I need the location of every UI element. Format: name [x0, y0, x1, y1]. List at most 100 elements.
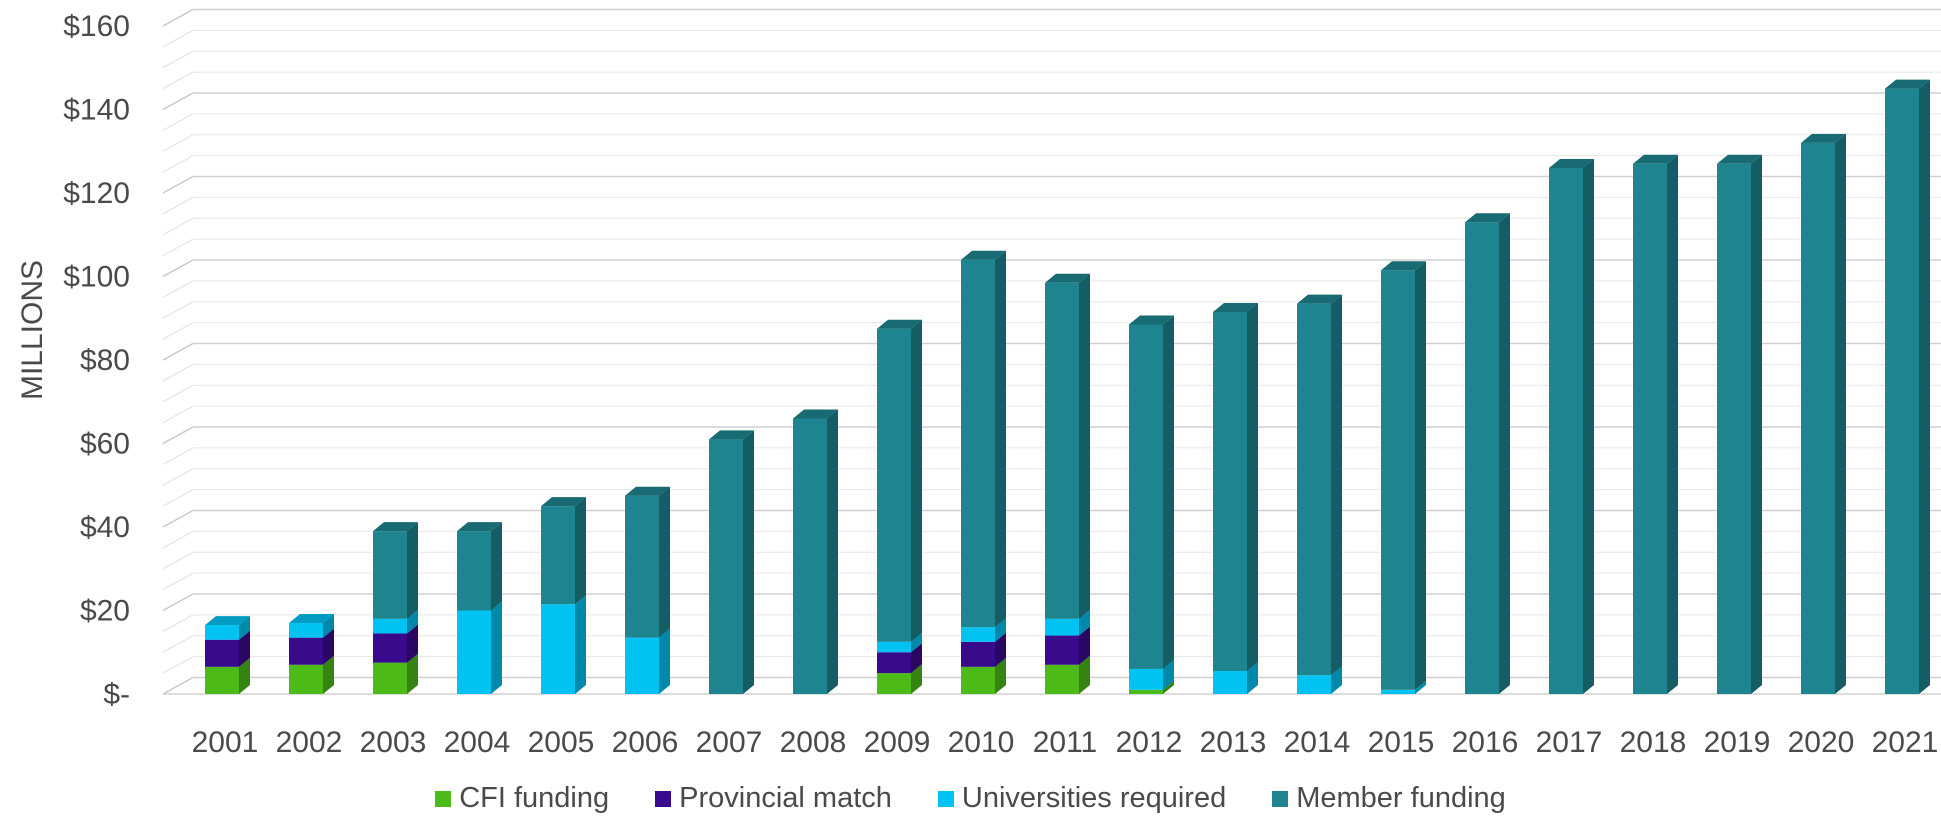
bar-segment-side	[995, 618, 1006, 642]
legend-item-provincial: Provincial match	[655, 782, 892, 815]
y-tick-label: $20	[80, 595, 130, 628]
grid-line-minor-diagonal	[162, 196, 194, 215]
bar-top-face	[1549, 158, 1594, 168]
legend-swatch-provincial	[655, 790, 672, 807]
bar-top-face	[1381, 261, 1426, 271]
bar-segment-side	[407, 609, 418, 634]
x-tick-label: 2017	[1536, 726, 1603, 759]
x-tick-label: 2014	[1284, 726, 1351, 759]
bar-top-face	[877, 319, 922, 329]
bar-segment	[289, 664, 323, 694]
x-tick-label: 2009	[864, 726, 931, 759]
bar-segment	[373, 662, 407, 694]
x-tick-label: 2011	[1033, 726, 1098, 759]
x-tick-label: 2013	[1200, 726, 1267, 759]
bar-segment	[625, 495, 659, 638]
legend-item-universities: Universities required	[937, 782, 1227, 815]
bar-segment	[1381, 689, 1415, 694]
grid-line-minor-diagonal	[162, 405, 194, 424]
bar-top-face	[1633, 154, 1678, 164]
grid-line-diagonal	[162, 509, 194, 528]
bar-top-face	[457, 522, 502, 532]
bar-segment-side	[1415, 680, 1426, 694]
grid-line-minor-diagonal	[162, 322, 194, 340]
bar-segment	[289, 623, 323, 638]
bar-segment	[1549, 167, 1583, 694]
y-tick-label: $40	[80, 511, 130, 544]
bar-segment-side	[995, 657, 1006, 694]
grid-line-diagonal	[162, 593, 194, 612]
bar-segment-side	[995, 632, 1006, 667]
bar-top-face	[373, 522, 418, 532]
x-tick-label: 2004	[444, 726, 511, 759]
bar-segment	[877, 641, 911, 653]
bar-segment	[877, 673, 911, 694]
bar-segment-side	[659, 486, 670, 638]
bar-segment-side	[1079, 655, 1090, 694]
bar-segment-side	[1163, 680, 1174, 694]
bar-segment-side	[491, 601, 502, 694]
bar-segment-side	[575, 497, 586, 605]
bar-segment-side	[1079, 609, 1090, 636]
grid-line-minor-diagonal	[162, 363, 194, 382]
grid-line-minor-diagonal	[162, 50, 194, 69]
grid-line-minor-diagonal	[162, 551, 194, 570]
legend-item-member: Member funding	[1272, 782, 1506, 815]
bar-segment-side	[1247, 302, 1258, 672]
bar-segment	[541, 604, 575, 694]
bar-segment-side	[491, 522, 502, 611]
grid-line-minor-diagonal	[162, 530, 194, 549]
bar-top-face	[1045, 273, 1090, 283]
grid-line-minor-diagonal	[162, 447, 194, 465]
bar-top-face	[289, 614, 334, 624]
bar-segment-side	[1583, 158, 1594, 694]
grid-line-diagonal	[162, 8, 194, 27]
bar-segment	[1213, 311, 1247, 672]
bar-segment	[1717, 163, 1751, 694]
bar-segment-side	[1751, 154, 1762, 694]
bar-segment-side	[1331, 666, 1342, 694]
bar-segment-side	[1331, 294, 1342, 676]
legend-label-universities: Universities required	[961, 782, 1227, 814]
grid-line-minor-diagonal	[162, 572, 194, 591]
bar-segment-side	[1247, 662, 1258, 694]
bar-segment-side	[407, 624, 418, 663]
grid-line-minor-diagonal	[162, 384, 194, 403]
bar-segment-side	[1499, 213, 1510, 694]
bar-top-face	[625, 486, 670, 496]
x-tick-label: 2021	[1872, 726, 1939, 759]
bar-segment-side	[407, 522, 418, 619]
bar-segment	[877, 652, 911, 674]
grid-line-minor-diagonal	[162, 468, 194, 486]
grid-line-diagonal	[162, 676, 194, 695]
bar-segment	[457, 610, 491, 694]
y-tick-label: $120	[63, 177, 130, 210]
bar-top-face	[961, 250, 1006, 260]
x-tick-label: 2016	[1452, 726, 1519, 759]
bar-segment	[1129, 324, 1163, 669]
x-tick-label: 2002	[276, 726, 343, 759]
legend-swatch-cfi	[435, 790, 452, 807]
bar-segment-side	[323, 628, 334, 665]
bar-top-face	[541, 497, 586, 507]
x-tick-label: 2008	[780, 726, 847, 759]
bar-segment-side	[575, 595, 586, 694]
bar-segment	[205, 666, 239, 694]
bar-segment	[1465, 222, 1499, 694]
bar-segment	[457, 531, 491, 611]
bar-top-face	[793, 409, 838, 419]
x-tick-label: 2006	[612, 726, 679, 759]
bar-top-face	[709, 430, 754, 440]
bar-segment	[961, 259, 995, 628]
grid-line-minor-diagonal	[162, 635, 194, 653]
bar-segment-side	[1919, 79, 1930, 694]
y-tick-label: $-	[103, 678, 130, 711]
bar-segment-side	[239, 657, 250, 694]
x-tick-label: 2010	[948, 726, 1015, 759]
bar-top-face	[1213, 302, 1258, 312]
bar-segment-side	[911, 319, 922, 642]
grid-line-diagonal	[162, 426, 194, 445]
grid-line-minor-diagonal	[162, 134, 194, 152]
bar-segment	[877, 328, 911, 642]
